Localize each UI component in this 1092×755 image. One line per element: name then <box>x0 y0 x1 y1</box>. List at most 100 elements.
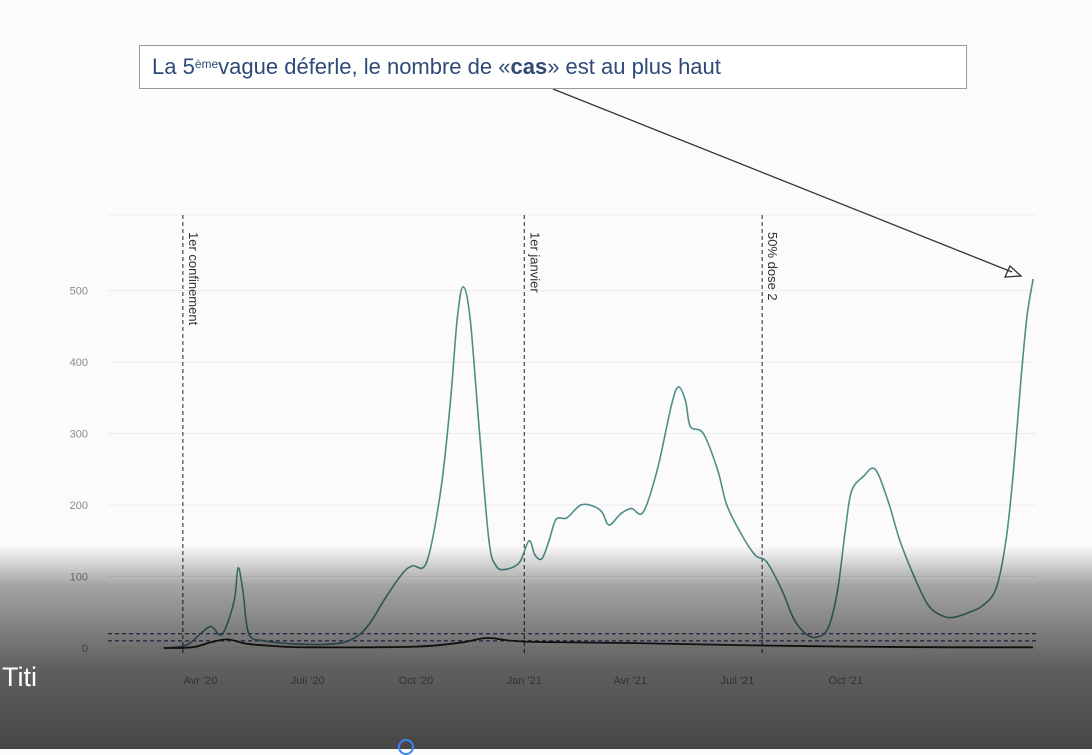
x-tick-label: Avr '21 <box>613 675 647 687</box>
series-point <box>927 604 930 606</box>
series-point <box>1012 475 1014 478</box>
series-point <box>343 641 346 644</box>
series-point <box>402 572 404 574</box>
series-point <box>1005 539 1007 542</box>
series-point <box>781 589 784 592</box>
series-point <box>899 539 901 542</box>
series-point <box>241 589 244 592</box>
series-point <box>306 643 309 646</box>
series-point <box>371 618 374 621</box>
series-point <box>425 561 428 564</box>
series-point <box>740 532 742 535</box>
series-point <box>449 404 452 406</box>
series-point <box>850 489 853 492</box>
series-point <box>456 318 459 320</box>
x-tick-label: Jan '21 <box>507 675 542 687</box>
series-point <box>716 468 719 471</box>
series-point <box>469 318 472 320</box>
y-tick-label: 300 <box>70 429 88 441</box>
series-point <box>689 425 692 428</box>
annotation-arrowhead <box>1003 264 1023 278</box>
series-point <box>478 432 481 435</box>
series-point <box>384 597 387 599</box>
series-point <box>862 475 865 478</box>
series-point <box>968 611 971 614</box>
series-point <box>982 604 985 606</box>
y-tick-label: 400 <box>70 357 88 369</box>
series-point <box>836 589 839 592</box>
caption-text: Titi <box>2 662 37 692</box>
series-point <box>219 634 222 637</box>
annotation-text-post: » est au plus haut <box>547 54 721 79</box>
series-point <box>754 554 757 556</box>
series-point <box>534 554 536 556</box>
annotation-text-sup: ème <box>194 57 219 71</box>
annotation-arrow-line <box>552 88 1013 273</box>
event-label-2: 50% dose 2 <box>765 232 780 301</box>
y-tick-label: 500 <box>70 286 88 298</box>
annotation-text-mid: vague déferle, le nombre de « <box>218 54 511 79</box>
series-point <box>684 400 687 403</box>
series-point <box>941 614 944 617</box>
series-point <box>702 432 705 435</box>
series-point <box>1020 375 1023 378</box>
series-point <box>670 404 673 406</box>
series-point <box>827 627 830 629</box>
series-point <box>765 561 768 564</box>
x-tick-label: Juil '21 <box>720 675 754 687</box>
y-tick-label: 200 <box>70 500 88 512</box>
series-point <box>555 518 558 521</box>
series-point <box>804 632 807 635</box>
series-point <box>677 386 680 388</box>
series-point <box>1032 278 1034 281</box>
series-point <box>185 644 188 647</box>
series-point <box>199 632 202 635</box>
series-point <box>630 507 633 510</box>
video-scrubber-handle[interactable] <box>398 739 414 755</box>
x-tick-label: Juil '20 <box>291 675 325 687</box>
series-point <box>541 557 543 560</box>
series-point <box>601 511 603 514</box>
series-point <box>793 618 795 621</box>
y-tick-label: 100 <box>70 572 88 584</box>
event-label-1: 1er janvier <box>527 232 542 293</box>
series-point <box>619 512 622 515</box>
series-point <box>548 539 550 542</box>
series-point <box>439 489 442 492</box>
series-point <box>462 286 464 288</box>
series-point <box>528 539 530 542</box>
series-point <box>495 564 497 567</box>
series-point <box>263 639 265 642</box>
series-point <box>323 643 326 646</box>
series-point <box>844 525 847 528</box>
x-tick-label: Avr '20 <box>184 675 218 687</box>
series-point <box>953 616 956 619</box>
series-point <box>233 597 236 599</box>
series-point <box>359 632 362 635</box>
series-point <box>565 516 568 519</box>
x-tick-label: Oct '21 <box>829 675 864 687</box>
series-point <box>411 564 414 567</box>
series-point <box>995 586 998 589</box>
series-point <box>226 622 229 624</box>
series-point <box>725 504 728 506</box>
series-point <box>210 625 213 628</box>
series-point <box>287 642 290 645</box>
series-point <box>579 504 582 506</box>
y-tick-label: 0 <box>82 643 88 655</box>
x-tick-label: Oct '20 <box>399 675 434 687</box>
series-point <box>518 561 521 564</box>
series-point <box>488 539 490 542</box>
annotation-text-bold: cas <box>510 54 548 79</box>
series-point <box>642 511 645 514</box>
series-point <box>592 505 595 508</box>
series-point <box>1026 314 1029 317</box>
series-point <box>874 468 877 471</box>
series-point <box>504 568 507 571</box>
series-point <box>913 575 915 578</box>
series-point <box>887 500 890 503</box>
series-point <box>656 468 659 471</box>
series-point <box>247 632 250 635</box>
